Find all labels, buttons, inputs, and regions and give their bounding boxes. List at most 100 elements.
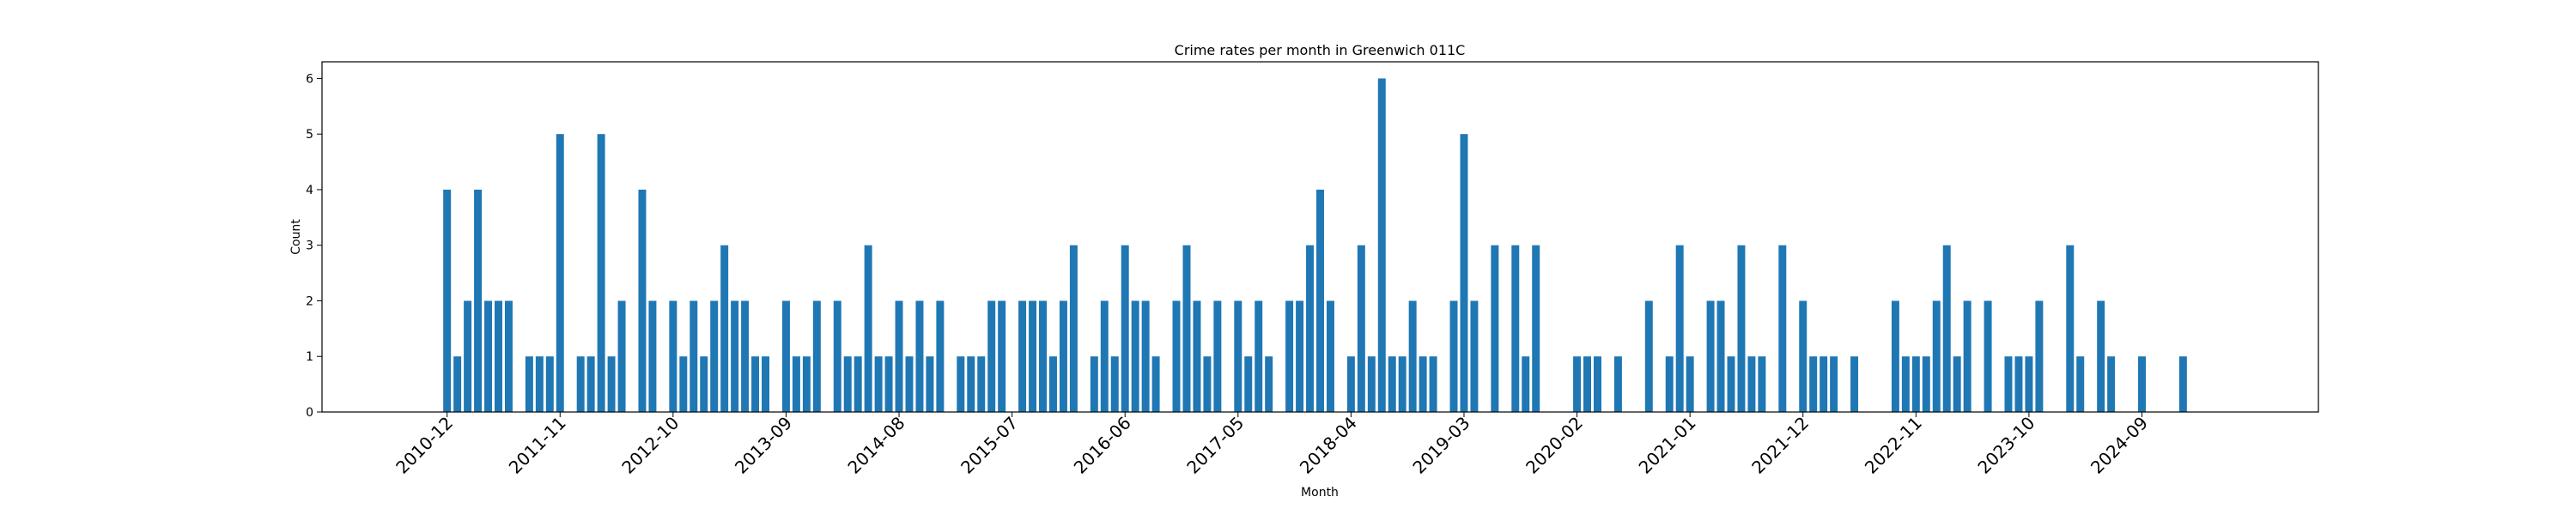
bars-group [443, 78, 2187, 412]
bar-2011-06 [504, 300, 513, 412]
bar-2023-02 [1942, 245, 1951, 412]
bar-2021-10 [1778, 245, 1787, 412]
bar-2024-02 [2066, 245, 2075, 412]
bar-2021-01 [1686, 356, 1694, 412]
bar-2023-01 [1932, 300, 1941, 412]
bar-2013-09 [781, 300, 790, 412]
x-tick-label: 2021-01 [1635, 413, 1700, 478]
x-tick-label: 2023-10 [1973, 413, 2038, 478]
bar-2020-09 [1644, 300, 1653, 412]
bar-2013-10 [792, 356, 800, 412]
bar-2015-05 [987, 300, 996, 412]
bar-2015-10 [1039, 300, 1047, 412]
bar-2020-11 [1665, 356, 1674, 412]
bar-2014-02 [833, 300, 841, 412]
bar-2021-08 [1758, 356, 1766, 412]
x-tick-label: 2024-09 [2087, 413, 2152, 478]
bar-2018-05 [1357, 245, 1365, 412]
bar-2018-04 [1346, 356, 1355, 412]
bar-2018-07 [1377, 78, 1386, 412]
bar-2012-07 [638, 189, 647, 412]
bar-2012-01 [576, 356, 585, 412]
bar-2019-03 [1460, 134, 1468, 412]
bar-2018-06 [1367, 356, 1376, 412]
bar-2011-11 [556, 134, 564, 412]
x-tick-label: 2013-09 [731, 413, 796, 478]
bar-2016-07 [1131, 300, 1139, 412]
bar-2011-08 [525, 356, 533, 412]
bar-2023-08 [2004, 356, 2013, 412]
bar-2022-09 [1891, 300, 1899, 412]
bar-2022-02 [1820, 356, 1828, 412]
bar-2017-12 [1306, 245, 1315, 412]
bar-2012-05 [617, 300, 626, 412]
bar-2017-07 [1255, 300, 1263, 412]
bar-2012-03 [597, 134, 605, 412]
bar-2019-09 [1522, 356, 1530, 412]
bar-2021-03 [1706, 300, 1715, 412]
bar-2017-10 [1285, 300, 1294, 412]
bar-2014-08 [895, 300, 903, 412]
x-tick-label: 2010-12 [392, 413, 457, 478]
bar-2023-04 [1963, 300, 1971, 412]
bar-2017-08 [1265, 356, 1273, 412]
bar-2022-05 [1850, 356, 1859, 412]
bar-2016-09 [1151, 356, 1160, 412]
bar-2022-03 [1830, 356, 1838, 412]
bar-2011-03 [474, 189, 483, 412]
x-tick-label: 2020-02 [1522, 413, 1587, 478]
bar-2016-03 [1090, 356, 1098, 412]
bar-2011-09 [535, 356, 544, 412]
bar-2013-06 [751, 356, 760, 412]
bar-2016-01 [1069, 245, 1078, 412]
x-tick-label: 2014-08 [844, 413, 909, 478]
bar-2014-09 [905, 356, 914, 412]
bar-2023-06 [1984, 300, 1992, 412]
bar-2018-10 [1408, 300, 1417, 412]
x-tick-label: 2019-03 [1408, 413, 1473, 478]
bar-2015-11 [1048, 356, 1057, 412]
bar-2021-06 [1737, 245, 1746, 412]
x-tick-label: 2017-05 [1182, 413, 1248, 478]
bar-2020-12 [1675, 245, 1684, 412]
bar-2018-02 [1326, 300, 1334, 412]
bar-2016-12 [1182, 245, 1191, 412]
bar-2016-06 [1121, 245, 1129, 412]
y-axis-label: Count [289, 219, 303, 255]
bar-2015-03 [967, 356, 975, 412]
bar-2023-11 [2035, 300, 2044, 412]
bar-2014-06 [874, 356, 883, 412]
bar-2017-01 [1193, 300, 1201, 412]
bar-2011-01 [453, 356, 462, 412]
bar-2014-12 [936, 300, 945, 412]
bar-2019-04 [1470, 300, 1479, 412]
bar-2018-01 [1316, 189, 1324, 412]
bar-2021-12 [1799, 300, 1807, 412]
bar-2012-04 [607, 356, 616, 412]
bar-2020-02 [1573, 356, 1582, 412]
bar-2019-02 [1449, 300, 1458, 412]
bar-2025-01 [2178, 356, 2187, 412]
x-tick-label: 2022-11 [1861, 413, 1926, 478]
bar-2014-07 [884, 356, 893, 412]
bar-2015-06 [998, 300, 1006, 412]
bar-2017-03 [1213, 300, 1222, 412]
bar-2011-04 [484, 300, 493, 412]
bar-2021-07 [1747, 356, 1756, 412]
bar-2013-04 [731, 300, 739, 412]
bar-2014-04 [854, 356, 862, 412]
bar-2016-05 [1110, 356, 1119, 412]
bar-2022-01 [1809, 356, 1818, 412]
bar-2013-03 [720, 245, 729, 412]
bar-2019-10 [1532, 245, 1540, 412]
bar-2016-04 [1100, 300, 1109, 412]
bar-2014-05 [864, 245, 872, 412]
y-tick-label: 0 [306, 406, 313, 420]
bar-2023-03 [1953, 356, 1961, 412]
x-tick-label: 2018-04 [1296, 413, 1361, 478]
bar-2014-10 [915, 300, 924, 412]
bar-2016-11 [1172, 300, 1181, 412]
bar-2017-06 [1244, 356, 1253, 412]
bar-2013-11 [802, 356, 811, 412]
